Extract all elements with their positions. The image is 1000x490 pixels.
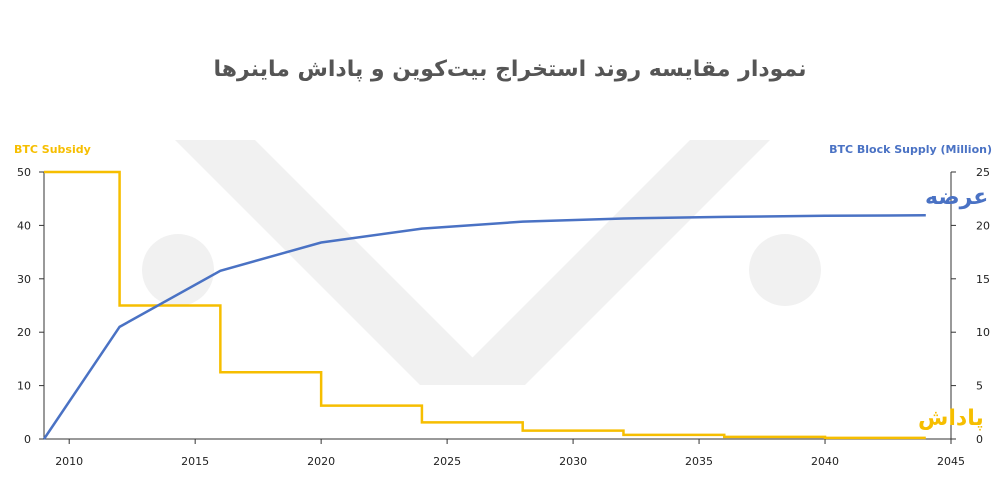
left-tick-label: 40 [17, 219, 31, 232]
x-tick-label: 2010 [55, 455, 83, 468]
right-tick-label: 10 [976, 326, 990, 339]
left-tick-label: 0 [24, 433, 31, 446]
right-tick-label: 20 [976, 219, 990, 232]
x-tick-label: 2015 [181, 455, 209, 468]
x-tick-label: 2030 [559, 455, 587, 468]
x-tick-label: 2025 [433, 455, 461, 468]
left-tick-label: 30 [17, 273, 31, 286]
x-tick-label: 2040 [811, 455, 839, 468]
right-tick-label: 0 [976, 433, 983, 446]
ticks-layer: 2010 2015 2020 2025 2030 2035 2040 204501020304… [17, 166, 990, 468]
right-axis-title: BTC Block Supply (Million) [829, 143, 992, 156]
right-tick-label: 15 [976, 273, 990, 286]
left-tick-label: 50 [17, 166, 31, 179]
series-line-supply [42, 214, 926, 440]
series-label-subsidy: پاداش [918, 406, 984, 431]
left-tick-label: 20 [17, 326, 31, 339]
left-tick-label: 10 [17, 380, 31, 393]
series-label-supply: عرضه [925, 185, 988, 210]
series-line-subsidy [44, 170, 926, 440]
watermark-logo [142, 140, 821, 385]
x-tick-label: 2045 [937, 455, 965, 468]
left-axis-title: BTC Subsidy [14, 143, 91, 156]
right-tick-label: 5 [976, 380, 983, 393]
chart-title: نمودار مقایسه روند استخراج بیت‌کوین و پا… [214, 57, 807, 82]
right-tick-label: 25 [976, 166, 990, 179]
series-layer [42, 170, 926, 440]
x-tick-label: 2020 [307, 455, 335, 468]
x-tick-label: 2035 [685, 455, 713, 468]
